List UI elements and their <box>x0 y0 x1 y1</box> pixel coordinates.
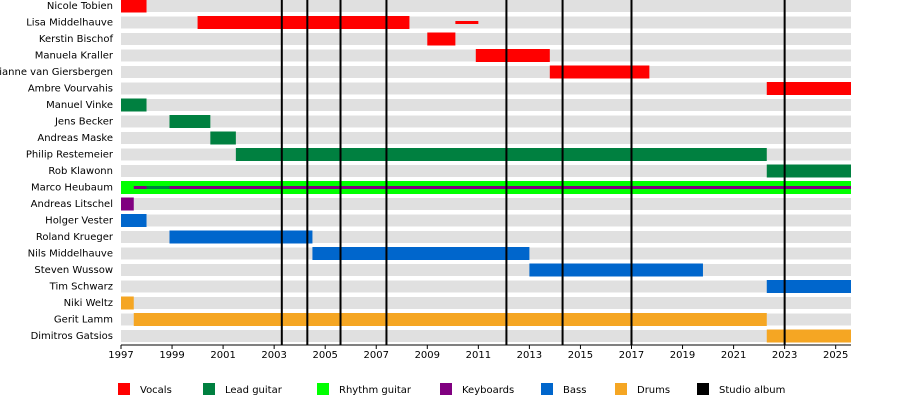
member-label: Gerit Lamm <box>54 315 113 326</box>
legend-swatch <box>203 383 215 395</box>
member-label: Dimitros Gatsios <box>31 331 113 342</box>
x-tick-label: 2023 <box>772 350 797 361</box>
legend-label: Bass <box>563 385 586 396</box>
member-bar <box>169 115 211 128</box>
legend-label: Studio album <box>719 385 785 396</box>
row-band <box>121 198 851 210</box>
member-bar <box>549 65 650 79</box>
member-bar <box>235 148 767 161</box>
member-bar <box>210 131 236 145</box>
member-label: Roland Krueger <box>36 232 114 243</box>
member-label: Tim Schwarz <box>49 282 113 293</box>
member-label: Rob Klawonn <box>48 166 113 177</box>
member-label: Lisa Middelhauve <box>26 18 113 29</box>
x-tick-label: 1999 <box>159 350 184 361</box>
member-bar <box>766 280 851 293</box>
legend-swatch <box>615 383 627 395</box>
member-bar <box>169 230 313 244</box>
member-label: Holger Vester <box>45 216 114 227</box>
row-band <box>121 330 851 342</box>
member-bar <box>475 49 550 62</box>
row-band <box>121 297 851 309</box>
row-band <box>121 132 851 144</box>
row-band <box>121 115 851 128</box>
legend-swatch <box>697 383 709 395</box>
member-label: Steven Wussow <box>34 265 113 276</box>
x-tick-label: 2007 <box>364 350 389 361</box>
member-bar <box>133 186 852 189</box>
member-label: Nils Middelhauve <box>28 249 113 260</box>
row-band <box>121 214 851 227</box>
member-bar <box>197 16 410 29</box>
x-tick-label: 2011 <box>466 350 491 361</box>
x-tick-label: 2001 <box>210 350 235 361</box>
legend-swatch <box>541 383 553 395</box>
x-tick-label: 2015 <box>568 350 593 361</box>
legend-label: Lead guitar <box>225 385 283 396</box>
member-bar <box>146 186 170 189</box>
x-tick-label: 2013 <box>517 350 542 361</box>
x-tick-label: 1997 <box>108 350 133 361</box>
member-label: Philip Restemeier <box>26 150 114 161</box>
row-band <box>121 280 851 293</box>
member-label: Marco Heubaum <box>31 183 113 194</box>
member-bar <box>121 296 134 310</box>
x-tick-label: 2003 <box>261 350 286 361</box>
member-bar <box>121 197 134 211</box>
x-tick-label: 2025 <box>823 350 848 361</box>
legend-swatch <box>440 383 452 395</box>
row-band <box>121 264 851 276</box>
member-label: Nicole Tobien <box>47 1 113 12</box>
member-bar <box>766 164 851 178</box>
member-bar <box>455 21 479 24</box>
member-bar <box>121 0 147 13</box>
member-bar <box>766 329 851 343</box>
member-label: Jens Becker <box>54 117 114 128</box>
x-tick-label: 2005 <box>312 350 337 361</box>
member-label: Kerstin Bischof <box>39 34 114 45</box>
member-label: Dianne van Giersbergen <box>0 67 113 78</box>
legend-label: Rhythm guitar <box>339 385 412 396</box>
member-bar <box>133 313 767 326</box>
x-tick-label: 2021 <box>721 350 746 361</box>
member-bar <box>121 98 147 112</box>
member-label: Ambre Vourvahis <box>28 84 113 95</box>
row-band <box>121 33 851 45</box>
legend-label: Drums <box>637 385 670 396</box>
member-label: Andreas Litschel <box>31 199 113 210</box>
member-bar <box>766 82 851 95</box>
member-label: Andreas Maske <box>37 133 113 144</box>
row-band <box>121 0 851 12</box>
x-tick-label: 2009 <box>415 350 440 361</box>
row-band <box>121 99 851 111</box>
row-band <box>121 66 851 78</box>
legend-swatch <box>317 383 329 395</box>
x-tick-label: 2019 <box>670 350 695 361</box>
member-bar <box>427 32 456 46</box>
row-band <box>121 82 851 95</box>
legend-label: Keyboards <box>462 385 514 396</box>
member-label: Niki Weltz <box>64 298 113 309</box>
legend-label: Vocals <box>140 385 172 396</box>
member-bar <box>121 214 147 227</box>
member-bar <box>529 263 703 277</box>
row-band <box>121 165 851 177</box>
member-label: Manuel Vinke <box>46 100 113 111</box>
member-label: Manuela Kraller <box>35 51 114 62</box>
legend-swatch <box>118 383 130 395</box>
x-tick-label: 2017 <box>619 350 644 361</box>
member-bar <box>312 247 530 260</box>
